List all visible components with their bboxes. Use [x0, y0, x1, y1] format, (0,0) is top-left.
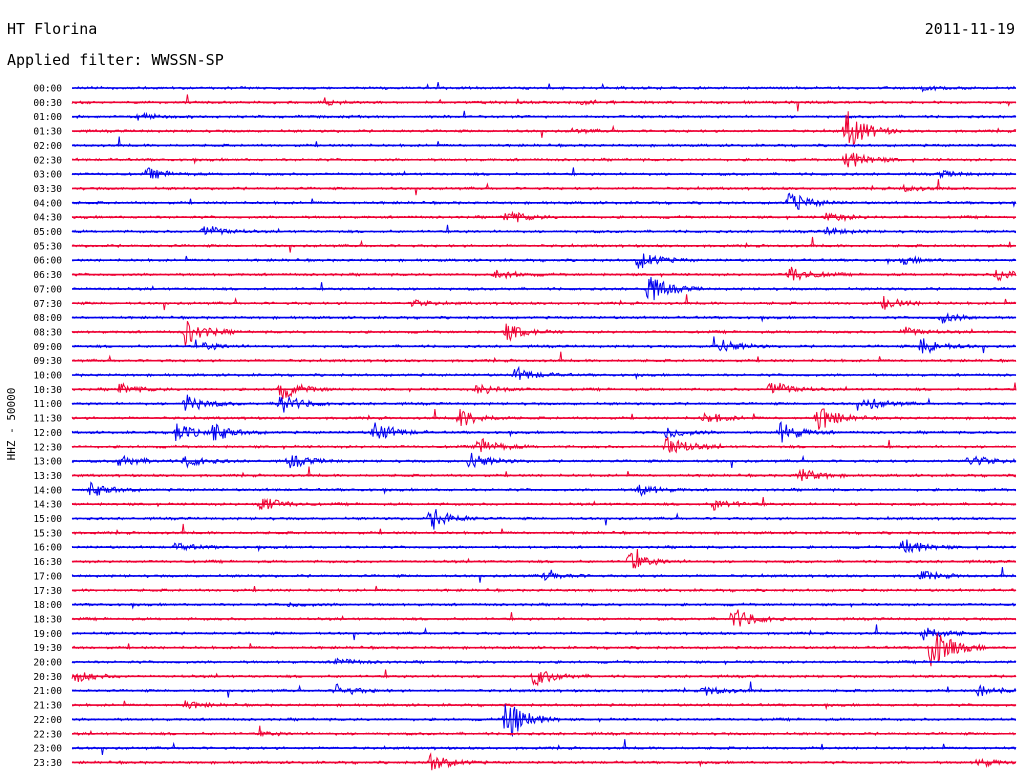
row-time-label: 23:30	[33, 758, 62, 769]
row-time-label: 08:00	[33, 313, 62, 324]
row-time-label: 17:00	[33, 571, 62, 582]
trace-row	[71, 539, 1017, 554]
trace-row	[71, 224, 1017, 236]
trace-row	[71, 253, 1017, 269]
row-time-label: 12:00	[33, 428, 62, 439]
row-time-label: 03:00	[33, 170, 62, 181]
row-time-label: 02:00	[33, 141, 62, 152]
row-time-label: 04:00	[33, 198, 62, 209]
row-time-label: 19:00	[33, 629, 62, 640]
trace-row	[71, 179, 1017, 196]
trace-row	[71, 382, 1017, 400]
trace-row	[71, 408, 1017, 430]
row-time-label: 09:00	[33, 342, 62, 353]
trace-row	[71, 725, 1017, 738]
row-time-label: 07:30	[33, 299, 62, 310]
trace-row	[71, 82, 1017, 93]
row-time-label: 06:30	[33, 270, 62, 281]
row-time-label: 00:30	[33, 98, 62, 109]
trace-row	[71, 210, 1017, 223]
row-time-label: 01:00	[33, 112, 62, 123]
trace-row	[71, 266, 1017, 282]
station-name: HT Florina	[7, 20, 98, 38]
trace-row	[71, 548, 1017, 569]
row-time-label: 21:30	[33, 701, 62, 712]
row-time-label: 02:30	[33, 155, 62, 166]
row-time-label: 00:00	[33, 84, 62, 95]
row-time-label: 01:30	[33, 127, 62, 138]
trace-row	[71, 669, 1017, 687]
row-time-label: 20:30	[33, 672, 62, 683]
row-time-label: 07:00	[33, 284, 62, 295]
row-time-label: 12:30	[33, 442, 62, 453]
row-labels: 00:00 00:30 01:00 01:30 02:00 02:30 03:00 03:30…	[33, 84, 62, 769]
row-time-label: 05:00	[33, 227, 62, 238]
row-time-label: 14:30	[33, 500, 62, 511]
trace-row	[71, 509, 1017, 530]
row-time-label: 13:30	[33, 471, 62, 482]
row-time-label: 16:00	[33, 543, 62, 554]
row-time-label: 22:00	[33, 715, 62, 726]
row-time-label: 14:00	[33, 485, 62, 496]
row-time-label: 06:00	[33, 256, 62, 267]
row-time-label: 15:00	[33, 514, 62, 525]
row-time-label: 13:00	[33, 457, 62, 468]
row-time-label: 18:30	[33, 614, 62, 625]
row-time-label: 03:30	[33, 184, 62, 195]
trace-row	[71, 624, 1017, 641]
row-time-label: 09:30	[33, 356, 62, 367]
row-time-label: 19:30	[33, 643, 62, 654]
filter-label: Applied filter: WWSSN-SP	[7, 51, 224, 69]
trace-row	[71, 321, 1017, 346]
y-axis-label: HHZ - 50000	[5, 388, 18, 461]
trace-row	[71, 294, 1017, 311]
trace-row	[71, 739, 1017, 755]
trace-row	[71, 681, 1017, 698]
row-time-label: 05:30	[33, 241, 62, 252]
row-time-label: 11:30	[33, 414, 62, 425]
row-time-label: 17:30	[33, 586, 62, 597]
row-time-label: 21:00	[33, 686, 62, 697]
row-time-label: 16:30	[33, 557, 62, 568]
trace-row	[71, 192, 1017, 210]
row-time-label: 10:30	[33, 385, 62, 396]
trace-row	[71, 466, 1016, 482]
trace-row	[71, 236, 1017, 253]
record-date: 2011-11-19	[924, 20, 1015, 38]
trace-row	[71, 312, 1017, 324]
row-time-label: 08:30	[33, 327, 62, 338]
row-time-label: 10:00	[33, 371, 62, 382]
traces	[71, 82, 1017, 771]
trace-row	[71, 566, 1017, 583]
row-time-label: 22:30	[33, 729, 62, 740]
trace-row	[71, 167, 1017, 180]
row-time-label: 18:00	[33, 600, 62, 611]
row-time-label: 11:00	[33, 399, 62, 410]
row-time-label: 15:30	[33, 528, 62, 539]
trace-row	[72, 336, 1017, 355]
trace-row	[71, 609, 1017, 627]
row-time-label: 20:00	[33, 658, 62, 669]
y-axis-label-text: HHZ - 50000	[5, 388, 18, 461]
row-time-label: 23:00	[33, 744, 62, 755]
row-time-label: 04:30	[33, 213, 62, 224]
trace-row	[71, 110, 1017, 121]
trace-row	[71, 365, 1017, 381]
